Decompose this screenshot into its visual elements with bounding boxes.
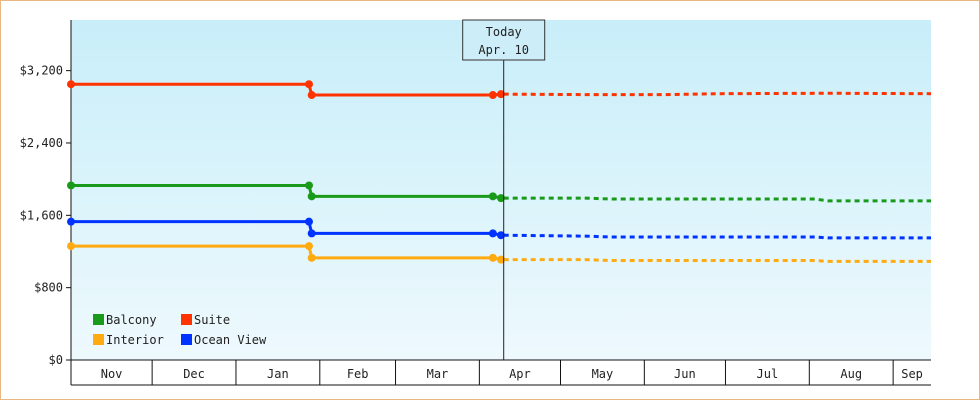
series-point — [307, 192, 316, 201]
legend-swatch — [181, 314, 192, 325]
series-forecast-line — [503, 258, 931, 263]
series-point — [307, 91, 316, 100]
month-label: Apr — [509, 367, 531, 381]
legend-swatch — [181, 334, 192, 345]
legend-label: Ocean View — [194, 333, 267, 347]
legend: Balcony Suite Interior Ocean View — [93, 313, 267, 347]
month-label: Aug — [840, 367, 862, 381]
series-point — [67, 80, 75, 89]
month-label: Jun — [674, 367, 696, 381]
series-forecast-line — [503, 91, 932, 97]
series-point — [304, 217, 313, 226]
y-tick-label: $3,200 — [20, 64, 63, 78]
series-forecast-line — [503, 233, 931, 240]
series-point — [307, 229, 316, 238]
legend-label: Balcony — [106, 313, 157, 327]
y-tick-label: $2,400 — [20, 136, 63, 150]
month-label: Jan — [267, 367, 289, 381]
series-point — [497, 255, 505, 264]
y-tick-label: $800 — [34, 281, 63, 295]
month-label: Feb — [347, 367, 369, 381]
series-point — [67, 181, 75, 190]
y-axis: $0 $800 $1,600 $2,400 $3,200 — [20, 20, 72, 385]
series-point — [497, 194, 505, 203]
month-label: Dec — [183, 367, 205, 381]
x-axis: Nov Dec Jan Feb Mar Apr May Jun Jul Aug Sep — [71, 359, 931, 386]
month-label: Mar — [427, 367, 449, 381]
today-marker: Today Apr. 10 — [462, 19, 546, 360]
series-point — [488, 91, 497, 100]
series-point — [497, 90, 505, 99]
series-point — [488, 229, 497, 238]
month-label: Sep — [901, 367, 923, 381]
legend-label: Suite — [194, 313, 230, 327]
series-point — [67, 217, 75, 226]
legend-swatch — [93, 334, 104, 345]
series-forecast-line — [503, 196, 931, 203]
month-label: Nov — [101, 367, 123, 381]
y-tick-label: $1,600 — [20, 208, 63, 222]
series-point — [67, 242, 75, 251]
month-label: May — [592, 367, 614, 381]
today-date: Apr. 10 — [478, 43, 529, 57]
legend-swatch — [93, 314, 104, 325]
series-point — [307, 253, 316, 262]
series-point — [488, 253, 497, 262]
series-point — [304, 181, 313, 190]
series-point — [488, 192, 497, 201]
series-point — [304, 242, 313, 251]
legend-label: Interior — [106, 333, 164, 347]
series-point — [304, 80, 313, 89]
series-point — [497, 231, 505, 240]
series-lines — [67, 80, 932, 264]
month-label: Jul — [757, 367, 779, 381]
plot-area — [71, 20, 931, 360]
today-label: Today — [486, 25, 522, 39]
y-tick-label: $0 — [49, 353, 63, 367]
today-box — [462, 19, 546, 61]
